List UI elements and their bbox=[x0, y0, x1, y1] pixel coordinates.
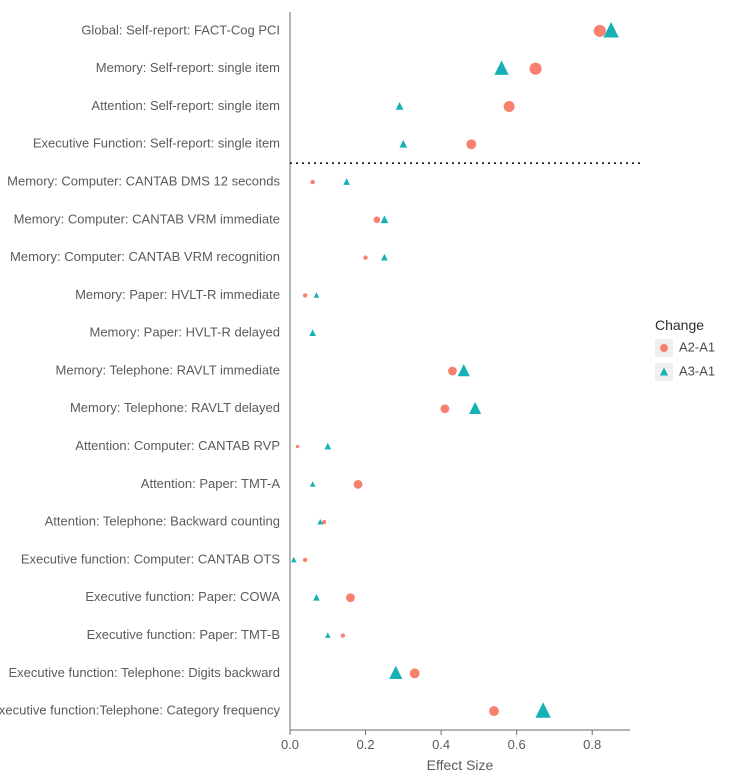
point-A3-A1 bbox=[325, 632, 331, 638]
legend-title: Change bbox=[655, 317, 704, 333]
y-category-label: Memory: Telephone: RAVLT immediate bbox=[56, 362, 280, 377]
legend-symbol bbox=[660, 344, 668, 352]
point-A3-A1 bbox=[314, 292, 320, 298]
point-A3-A1 bbox=[324, 443, 331, 450]
y-category-label: Memory: Computer: CANTAB VRM recognition bbox=[10, 249, 280, 264]
y-category-label: Attention: Self-report: single item bbox=[91, 98, 280, 113]
point-A2-A1 bbox=[341, 633, 345, 637]
y-category-label: Memory: Self-report: single item bbox=[96, 60, 280, 75]
point-A3-A1 bbox=[389, 666, 402, 679]
y-category-label: Memory: Paper: HVLT-R immediate bbox=[75, 287, 280, 302]
y-category-label: Global: Self-report: FACT-Cog PCI bbox=[81, 22, 280, 37]
point-A2-A1 bbox=[346, 593, 355, 602]
point-A2-A1 bbox=[504, 101, 515, 112]
y-category-label: Memory: Computer: CANTAB DMS 12 seconds bbox=[7, 173, 280, 188]
point-A3-A1 bbox=[313, 594, 320, 601]
point-A2-A1 bbox=[489, 706, 499, 716]
y-category-label: Executive function: Computer: CANTAB OTS bbox=[21, 551, 280, 566]
y-category-label: Executive function: Telephone: Digits ba… bbox=[9, 665, 280, 680]
y-category-label: Memory: Computer: CANTAB VRM immediate bbox=[14, 211, 280, 226]
point-A2-A1 bbox=[363, 255, 367, 259]
y-category-label: Attention: Paper: TMT-A bbox=[141, 476, 281, 491]
legend-label: A2-A1 bbox=[679, 339, 715, 354]
y-category-label: Attention: Telephone: Backward counting bbox=[45, 514, 280, 529]
point-A2-A1 bbox=[354, 480, 363, 489]
x-tick-label: 0.6 bbox=[508, 737, 526, 752]
y-category-label: Executive function: Paper: COWA bbox=[85, 589, 280, 604]
y-category-label: Executive Function: Self-report: single … bbox=[33, 136, 280, 151]
point-A3-A1 bbox=[291, 557, 297, 563]
point-A2-A1 bbox=[594, 25, 606, 37]
point-A2-A1 bbox=[466, 139, 476, 149]
y-category-label: Memory: Paper: HVLT-R delayed bbox=[90, 325, 281, 340]
x-tick-label: 0.8 bbox=[583, 737, 601, 752]
y-category-label: Memory: Telephone: RAVLT delayed bbox=[70, 400, 280, 415]
point-A2-A1 bbox=[440, 404, 449, 413]
point-A3-A1 bbox=[494, 60, 508, 74]
point-A3-A1 bbox=[535, 702, 550, 717]
x-tick-label: 0.2 bbox=[357, 737, 375, 752]
point-A3-A1 bbox=[458, 364, 470, 376]
point-A2-A1 bbox=[296, 445, 299, 448]
point-A3-A1 bbox=[396, 102, 404, 110]
y-category-label: Executive function: Paper: TMT-B bbox=[87, 627, 280, 642]
x-tick-label: 0.4 bbox=[432, 737, 450, 752]
point-A2-A1 bbox=[530, 63, 542, 75]
legend-label: A3-A1 bbox=[679, 363, 715, 378]
point-A3-A1 bbox=[309, 329, 316, 336]
point-A3-A1 bbox=[381, 254, 388, 261]
point-A3-A1 bbox=[310, 481, 316, 487]
point-A3-A1 bbox=[343, 178, 350, 185]
point-A2-A1 bbox=[303, 558, 307, 562]
effect-size-chart: Global: Self-report: FACT-Cog PCI Memory:… bbox=[0, 0, 747, 776]
point-A2-A1 bbox=[410, 668, 420, 678]
y-category-label: Attention: Computer: CANTAB RVP bbox=[75, 438, 280, 453]
x-axis-title: Effect Size bbox=[427, 757, 494, 773]
point-A3-A1 bbox=[399, 140, 407, 148]
point-A2-A1 bbox=[310, 180, 314, 184]
x-tick-label: 0.0 bbox=[281, 737, 299, 752]
point-A2-A1 bbox=[448, 367, 457, 376]
point-A3-A1 bbox=[469, 402, 481, 414]
y-category-label: Executive function:Telephone: Category f… bbox=[0, 703, 280, 718]
point-A3-A1 bbox=[381, 215, 389, 223]
point-A2-A1 bbox=[303, 293, 307, 297]
point-A2-A1 bbox=[374, 217, 381, 224]
